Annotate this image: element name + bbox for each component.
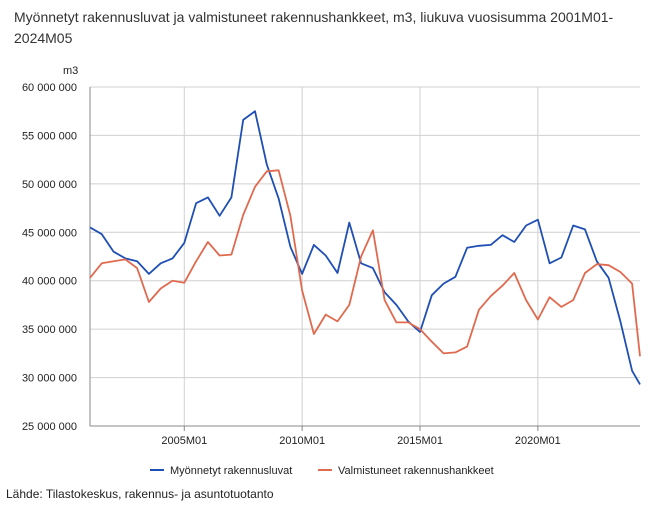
- axes: [89, 87, 640, 427]
- y-tick-label: 35 000 000: [22, 324, 77, 336]
- x-tick-labels: 2005M01 2010M01 2015M01 2020M01: [161, 435, 560, 447]
- y-tick-label: 40 000 000: [22, 276, 77, 288]
- chart-title: Myönnetyt rakennusluvat ja valmistuneet …: [14, 9, 614, 46]
- legend-label: Myönnetyt rakennusluvat: [170, 465, 292, 477]
- x-grid-lines: [183, 87, 539, 431]
- series-line-1: [89, 110, 641, 385]
- x-tick-label: 2010M01: [279, 435, 325, 447]
- series-line-2: [89, 169, 641, 357]
- y-tick-label: 55 000 000: [22, 130, 77, 142]
- x-tick-label: 2005M01: [161, 435, 207, 447]
- grid-lines: [90, 86, 640, 427]
- series-lines: [89, 110, 641, 385]
- y-tick-label: 30 000 000: [22, 373, 77, 385]
- legend-label: Valmistuneet rakennushankkeet: [338, 465, 494, 477]
- y-tick-label: 45 000 000: [22, 227, 77, 239]
- source-note: Lähde: Tilastokeskus, rakennus- ja asunt…: [6, 487, 274, 501]
- y-tick-labels: 25 000 000 30 000 000 35 000 000 40 000 000…: [22, 82, 77, 433]
- y-axis-unit-label: m3: [63, 65, 78, 77]
- x-tick-label: 2015M01: [397, 435, 443, 447]
- y-tick-label: 50 000 000: [22, 179, 77, 191]
- x-tick-label: 2020M01: [515, 435, 561, 447]
- legend: Myönnetyt rakennusluvat Valmistuneet rake…: [150, 465, 494, 477]
- y-tick-label: 60 000 000: [22, 82, 77, 94]
- y-tick-label: 25 000 000: [22, 421, 77, 433]
